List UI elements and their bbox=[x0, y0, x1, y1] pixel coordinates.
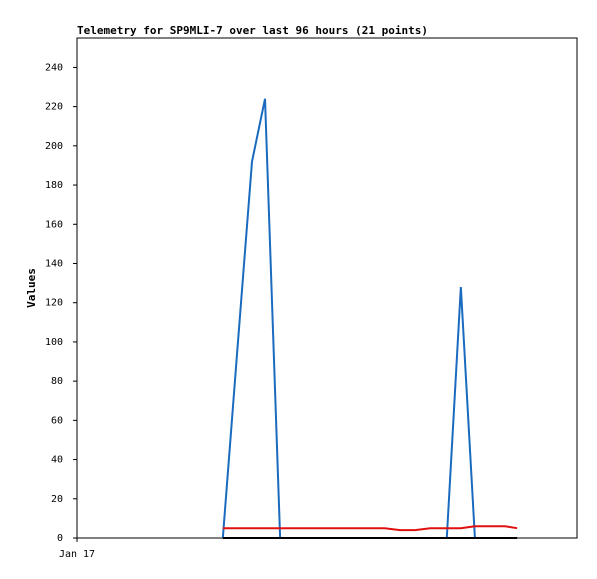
y-tick-label: 40 bbox=[51, 455, 63, 466]
plot-frame bbox=[76, 37, 578, 539]
y-tick-label: 120 bbox=[45, 298, 63, 309]
chart-title: Telemetry for SP9MLI-7 over last 96 hour… bbox=[77, 24, 428, 37]
y-tick-label: 100 bbox=[45, 337, 63, 348]
y-tick-label: 0 bbox=[57, 533, 63, 544]
y-tick-label: 80 bbox=[51, 376, 63, 387]
y-tick-label: 60 bbox=[51, 415, 63, 426]
x-tick-label: Jan 17 bbox=[59, 549, 95, 560]
y-tick-label: 220 bbox=[45, 102, 63, 113]
y-tick-label: 200 bbox=[45, 141, 63, 152]
y-tick-label: 240 bbox=[45, 62, 63, 73]
y-axis-label: Values bbox=[25, 268, 38, 308]
y-tick-label: 160 bbox=[45, 219, 63, 230]
y-tick-label: 20 bbox=[51, 494, 63, 505]
y-tick-label: 140 bbox=[45, 258, 63, 269]
series-line bbox=[221, 98, 518, 539]
y-tick-label: 180 bbox=[45, 180, 63, 191]
series-line bbox=[222, 525, 518, 532]
